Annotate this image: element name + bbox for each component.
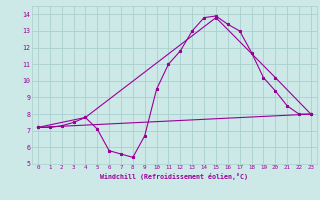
X-axis label: Windchill (Refroidissement éolien,°C): Windchill (Refroidissement éolien,°C) [100, 173, 248, 180]
